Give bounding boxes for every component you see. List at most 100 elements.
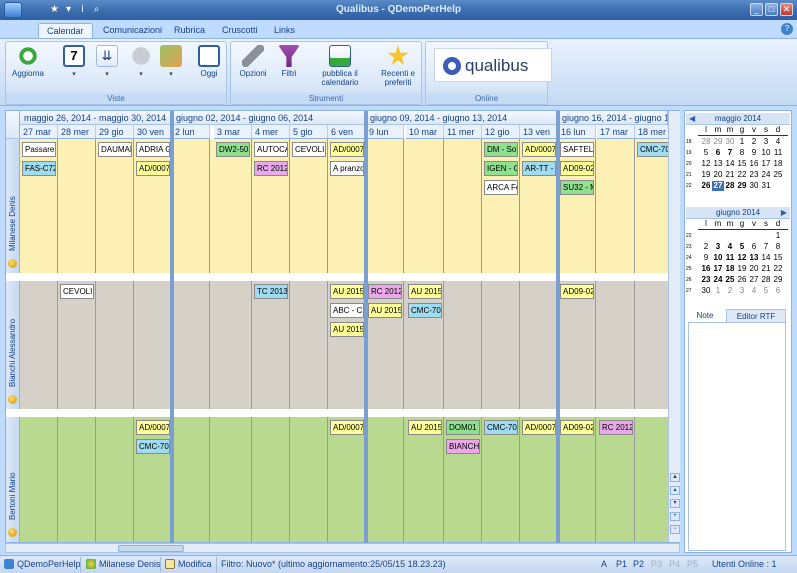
day-cell[interactable]: [172, 139, 210, 273]
day-header[interactable]: 12 gio: [482, 125, 520, 139]
appointment[interactable]: AD/0007: [522, 420, 556, 435]
appointment[interactable]: CMC-701: [408, 303, 442, 318]
appointment[interactable]: AD09-02: [560, 284, 594, 299]
qat-dropdown-icon[interactable]: ▾: [65, 4, 72, 15]
day-cell[interactable]: [290, 281, 328, 409]
tab-cruscotti[interactable]: Cruscotti: [222, 25, 258, 35]
minical-day[interactable]: 18: [773, 159, 783, 168]
resource-label[interactable]: Milanese Denis: [6, 139, 20, 273]
minical-day[interactable]: 4: [751, 286, 757, 295]
notes-editor[interactable]: [688, 322, 786, 551]
day-cell[interactable]: [20, 281, 58, 409]
appointment[interactable]: FAS-C72: [22, 161, 56, 176]
minical-day[interactable]: 31: [761, 181, 771, 190]
minimize-button[interactable]: _: [750, 3, 763, 16]
day-header[interactable]: 9 lun: [366, 125, 404, 139]
appointment[interactable]: DOM01 -: [446, 420, 480, 435]
minical-day[interactable]: 17: [713, 264, 723, 273]
minical-day[interactable]: 10: [761, 148, 771, 157]
day-header[interactable]: 10 mar: [406, 125, 444, 139]
minical-day[interactable]: 8: [775, 242, 781, 251]
day-cell[interactable]: [597, 139, 635, 273]
day-cell[interactable]: [20, 139, 58, 273]
status-a[interactable]: A: [601, 559, 608, 569]
minical-day[interactable]: 2: [727, 286, 733, 295]
minical-day[interactable]: 29: [713, 137, 723, 146]
minical-day[interactable]: 10: [713, 253, 723, 262]
appointment[interactable]: AD/0007: [522, 142, 556, 157]
tab-comunicazioni[interactable]: Comunicazioni: [103, 25, 163, 35]
minical-day[interactable]: 12: [737, 253, 747, 262]
day-cell[interactable]: [58, 417, 96, 542]
day-cell[interactable]: [444, 417, 482, 542]
minical-day[interactable]: 27: [749, 275, 759, 284]
day-cell[interactable]: [482, 139, 520, 273]
appointment[interactable]: AU 2015,: [408, 420, 442, 435]
appointment[interactable]: SAFTEL S: [560, 142, 594, 157]
oggi-button[interactable]: Oggi: [196, 45, 222, 78]
day-cell[interactable]: [328, 417, 366, 542]
appointment[interactable]: CMC-701: [637, 142, 671, 157]
day-cell[interactable]: [444, 139, 482, 273]
minical-day[interactable]: 19: [737, 264, 747, 273]
day-header[interactable]: 5 gio: [290, 125, 328, 139]
appointment[interactable]: DM - Soft: [484, 142, 518, 157]
appointment[interactable]: AD09-02: [560, 420, 594, 435]
minical-day[interactable]: 24: [761, 170, 771, 179]
appointment[interactable]: AU 2015,: [408, 284, 442, 299]
minical-day[interactable]: 6: [775, 286, 781, 295]
appointment[interactable]: AU 2015,: [330, 322, 364, 337]
appointment[interactable]: Passare ...: [22, 142, 56, 157]
vertical-scrollbar[interactable]: ▲ ▴ ▾ + −: [668, 111, 680, 542]
minical-day[interactable]: 19: [701, 170, 711, 179]
day-cell[interactable]: [290, 417, 328, 542]
day-cell[interactable]: [328, 281, 366, 409]
minical-day[interactable]: 30: [725, 137, 735, 146]
appointment[interactable]: IGEN - Ca: [484, 161, 518, 176]
appointment[interactable]: ABC - Ch: [330, 303, 364, 318]
resource-label[interactable]: Bianchi Alessandro: [6, 281, 20, 409]
day-cell[interactable]: [58, 281, 96, 409]
day-cell[interactable]: [366, 417, 404, 542]
minical-day[interactable]: 28: [725, 181, 735, 190]
day-cell[interactable]: [214, 139, 252, 273]
zoom-out-icon[interactable]: −: [670, 525, 680, 534]
status-modifica[interactable]: Modifica: [165, 559, 212, 569]
day-cell[interactable]: [558, 281, 596, 409]
minical-day[interactable]: 8: [739, 148, 745, 157]
minical-day[interactable]: 29: [737, 181, 747, 190]
minical-day[interactable]: 6: [751, 242, 757, 251]
minical-day[interactable]: 20: [749, 264, 759, 273]
day-cell[interactable]: [58, 139, 96, 273]
day-view-button[interactable]: 7 ▾: [61, 45, 87, 79]
minical-day[interactable]: 13: [713, 159, 723, 168]
minical-day[interactable]: 1: [715, 286, 721, 295]
horizontal-scroll-thumb[interactable]: [118, 545, 184, 552]
day-cell[interactable]: [406, 281, 444, 409]
minical-day[interactable]: 13: [749, 253, 759, 262]
scroll-top-icon[interactable]: ▲: [670, 473, 680, 482]
minical-day[interactable]: 2: [703, 242, 709, 251]
scroll-up-icon[interactable]: ▴: [670, 486, 680, 495]
minical-day[interactable]: 18: [725, 264, 735, 273]
day-cell[interactable]: [482, 417, 520, 542]
minical-day[interactable]: 9: [703, 253, 709, 262]
appointment[interactable]: RC 2012,: [599, 420, 633, 435]
minical-day[interactable]: 11: [773, 148, 783, 157]
minical-day[interactable]: 16: [701, 264, 711, 273]
next-month-icon[interactable]: ▶: [780, 208, 787, 217]
tab-note[interactable]: Note: [686, 309, 724, 323]
day-cell[interactable]: [290, 139, 328, 273]
appointment[interactable]: SU32 - M: [560, 180, 594, 195]
pubblica-calendario-button[interactable]: pubblica il calendario: [311, 45, 369, 87]
day-header[interactable]: 30 ven: [134, 125, 172, 139]
minical-day[interactable]: 26: [737, 275, 747, 284]
minical-day[interactable]: 3: [763, 137, 769, 146]
day-header[interactable]: 11 mer: [444, 125, 482, 139]
minical-day[interactable]: 9: [751, 148, 757, 157]
day-cell[interactable]: [597, 281, 635, 409]
appointment[interactable]: RC 2012,: [254, 161, 288, 176]
minical-day[interactable]: 5: [763, 286, 769, 295]
appointment[interactable]: DW2-502: [216, 142, 250, 157]
appointment[interactable]: AU 2015,: [330, 284, 364, 299]
